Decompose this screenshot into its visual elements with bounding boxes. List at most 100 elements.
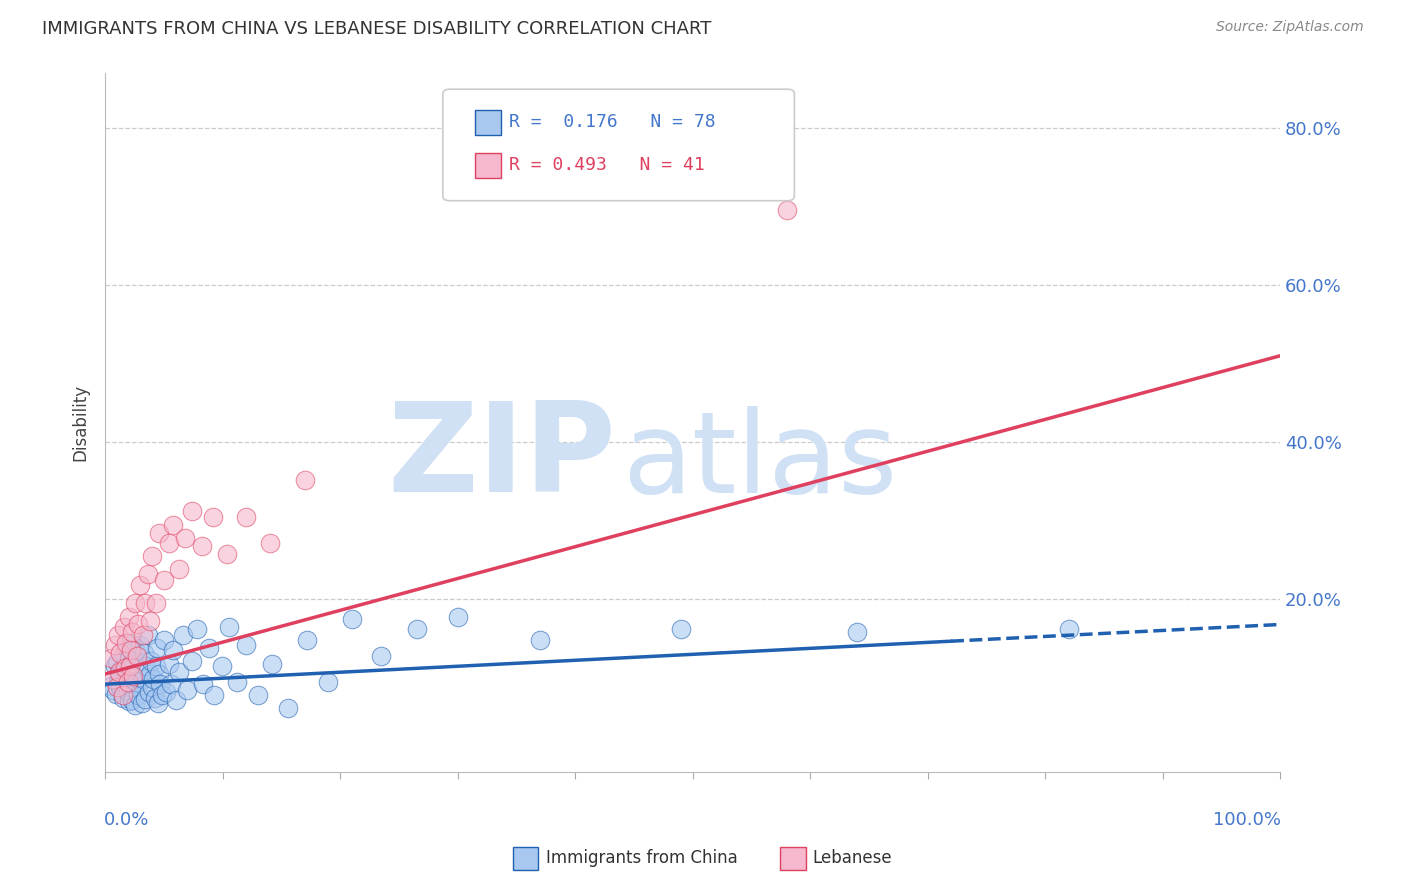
Point [136,567,159,582]
Point [165,693,187,707]
Point [125,674,148,689]
Point [141,549,163,563]
Point [115,671,138,685]
Point [190,539,212,553]
Text: Source: ZipAtlas.com: Source: ZipAtlas.com [1216,20,1364,34]
Point [115,635,138,649]
Point [124,643,146,657]
Point [259,535,281,549]
Point [107,674,129,689]
Point [110,646,132,660]
Point [669,622,692,636]
Point [260,657,283,671]
Point [202,509,225,524]
Point [167,665,190,679]
Point [134,692,156,706]
Point [143,690,166,705]
Point [277,700,299,714]
Point [107,628,129,642]
Point [139,615,162,629]
Point [110,681,132,695]
Point [127,688,149,702]
Point [132,673,155,687]
Point [246,688,269,702]
Point [114,676,136,690]
Text: ZIP: ZIP [388,397,616,518]
Point [111,690,134,705]
Point [129,578,152,592]
Point [105,655,128,669]
Text: IMMIGRANTS FROM CHINA VS LEBANESE DISABILITY CORRELATION CHART: IMMIGRANTS FROM CHINA VS LEBANESE DISABI… [42,20,711,37]
Point [160,677,183,691]
Point [105,681,128,695]
Point [118,635,141,649]
Point [157,535,180,549]
Point [211,659,233,673]
Point [162,643,184,657]
Y-axis label: Disability: Disability [72,384,89,461]
Point [114,661,136,675]
Point [529,633,551,648]
Point [100,679,122,693]
Point [146,641,169,656]
Point [218,620,240,634]
Point [340,612,363,626]
Text: 0.0%: 0.0% [104,811,149,829]
Point [846,625,869,640]
Point [121,625,143,640]
Point [104,638,127,652]
Point [108,665,131,679]
Point [134,596,156,610]
Text: R = 0.493   N = 41: R = 0.493 N = 41 [509,156,704,174]
Point [447,609,470,624]
Point [204,688,226,702]
Point [145,659,167,673]
Point [217,547,239,561]
Point [118,651,141,665]
Point [186,622,208,636]
Point [124,596,146,610]
Point [117,674,139,689]
Point [103,673,125,687]
Point [153,633,176,648]
Point [132,628,155,642]
Point [146,696,169,710]
Point [120,657,142,671]
Point [108,667,131,681]
Point [104,687,127,701]
Point [128,665,150,679]
Text: R =  0.176   N = 78: R = 0.176 N = 78 [509,113,716,131]
Point [122,669,145,683]
Point [111,661,134,675]
Point [117,685,139,699]
Point [297,633,319,648]
Text: atlas: atlas [621,406,897,516]
Point [138,685,160,699]
Point [118,694,141,708]
Text: Immigrants from China: Immigrants from China [546,849,737,867]
Point [148,667,170,681]
Text: Lebanese: Lebanese [813,849,893,867]
Point [139,667,162,681]
Point [149,677,172,691]
Point [125,648,148,663]
Point [235,638,257,652]
Point [176,682,198,697]
Point [318,674,340,689]
Point [157,657,180,671]
Point [181,654,204,668]
Point [370,648,392,663]
Point [118,659,141,673]
Point [139,654,162,668]
Point [167,562,190,576]
Point [112,620,135,634]
Point [136,628,159,642]
Point [148,525,170,540]
Point [775,203,797,218]
Point [145,596,167,610]
Point [235,509,257,524]
Point [181,504,204,518]
Point [405,622,427,636]
Point [100,651,122,665]
Point [191,677,214,691]
